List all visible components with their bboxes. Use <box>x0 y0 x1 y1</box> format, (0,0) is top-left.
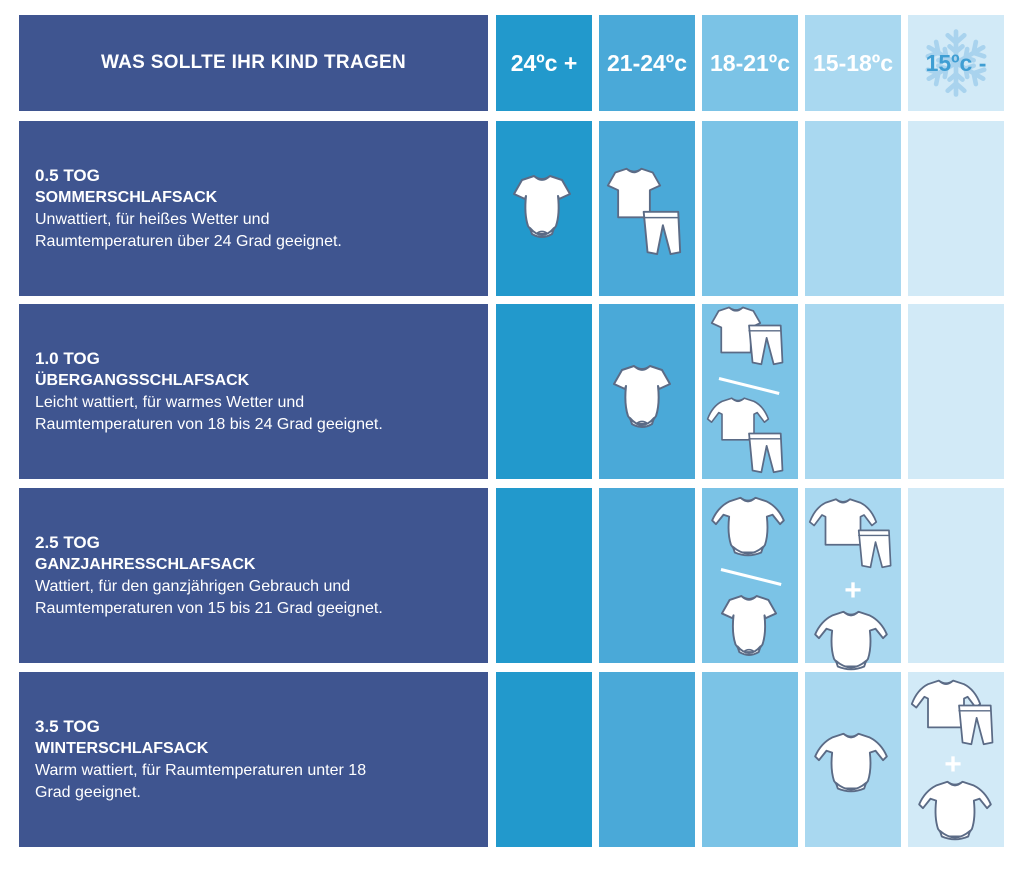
trousers-icon <box>642 210 682 256</box>
tog-value: 3.5 TOG <box>35 716 100 736</box>
row3-col-15-minus <box>908 488 1004 663</box>
tshirt-icon <box>710 306 762 354</box>
long-sleeve-top-icon <box>706 397 770 441</box>
row4-col-18-21 <box>702 672 798 847</box>
short-sleeve-bodysuit-icon <box>613 365 671 428</box>
trousers-icon <box>748 324 784 366</box>
row-description-line: Raumtemperaturen von 18 bis 24 Grad geei… <box>35 415 383 433</box>
plus-icon: + <box>944 748 962 781</box>
temp-header-15-minus-cell: 15ºc - <box>908 15 1004 111</box>
row-description-line: Unwattiert, für heißes Wetter und <box>35 210 270 228</box>
sleeping-bag-name: WINTERSCHLAFSACK <box>35 739 209 757</box>
tog-value: 1.0 TOG <box>35 348 100 368</box>
temp-header-21-24: 21-24ºc <box>599 15 695 111</box>
row-description-line: Warm wattiert, für Raumtemperaturen unte… <box>35 761 367 779</box>
row2-col-15-18 <box>805 304 901 479</box>
sleeping-bag-name: GANZJAHRESSCHLAFSACK <box>35 555 256 573</box>
row-description-line: Raumtemperaturen von 15 bis 21 Grad geei… <box>35 599 383 617</box>
row1-col-15-18 <box>805 121 901 296</box>
sleeping-bag-name: SOMMERSCHLAFSACK <box>35 188 218 206</box>
tog-value: 2.5 TOG <box>35 532 100 552</box>
row1-col-18-21 <box>702 121 798 296</box>
row3-col-24-plus <box>496 488 592 663</box>
header-title: WAS SOLLTE IHR KIND TRAGEN <box>19 15 488 111</box>
trousers-icon <box>748 432 784 474</box>
trousers-icon <box>857 529 892 569</box>
row2-col-15-minus <box>908 304 1004 479</box>
sleeping-bag-name: ÜBERGANGSSCHLAFSACK <box>35 371 250 389</box>
row1-col-15-minus <box>908 121 1004 296</box>
row4-col-24-plus <box>496 672 592 847</box>
row3-col-21-24 <box>599 488 695 663</box>
long-sleeve-bodysuit-icon <box>814 732 888 793</box>
row-2-5-tog-label: 2.5 TOG GANZJAHRESSCHLAFSACK Wattiert, f… <box>19 488 488 663</box>
trousers-icon <box>958 704 994 746</box>
row-description-line: Raumtemperaturen über 24 Grad geeignet. <box>35 232 342 250</box>
temp-header-24-plus: 24ºc + <box>496 15 592 111</box>
short-sleeve-bodysuit-icon <box>513 175 571 238</box>
short-sleeve-bodysuit-icon <box>720 595 778 656</box>
plus-icon: + <box>844 574 862 607</box>
tshirt-icon <box>606 167 662 219</box>
row-0-5-tog-label: 0.5 TOG SOMMERSCHLAFSACK Unwattiert, für… <box>19 121 488 296</box>
row2-col-24-plus <box>496 304 592 479</box>
row-description-line: Leicht wattiert, für warmes Wetter und <box>35 393 305 411</box>
tog-value: 0.5 TOG <box>35 165 100 185</box>
row4-col-21-24 <box>599 672 695 847</box>
long-sleeve-bodysuit-icon <box>711 496 785 557</box>
temp-header-15-minus: 15ºc - <box>925 49 987 76</box>
temp-header-15-18: 15-18ºc <box>805 15 901 111</box>
row-description-line: Wattiert, für den ganzjährigen Gebrauch … <box>35 577 351 595</box>
snowflake-icon <box>919 29 993 100</box>
row-1-0-tog-label: 1.0 TOG ÜBERGANGSSCHLAFSACK Leicht watti… <box>19 304 488 479</box>
temp-header-18-21: 18-21ºc <box>702 15 798 111</box>
long-sleeve-bodysuit-icon <box>814 610 888 671</box>
row-description-line: Grad geeignet. <box>35 783 141 801</box>
long-sleeve-bodysuit-icon <box>918 780 992 841</box>
row-3-5-tog-label: 3.5 TOG WINTERSCHLAFSACK Warm wattiert, … <box>19 672 488 847</box>
